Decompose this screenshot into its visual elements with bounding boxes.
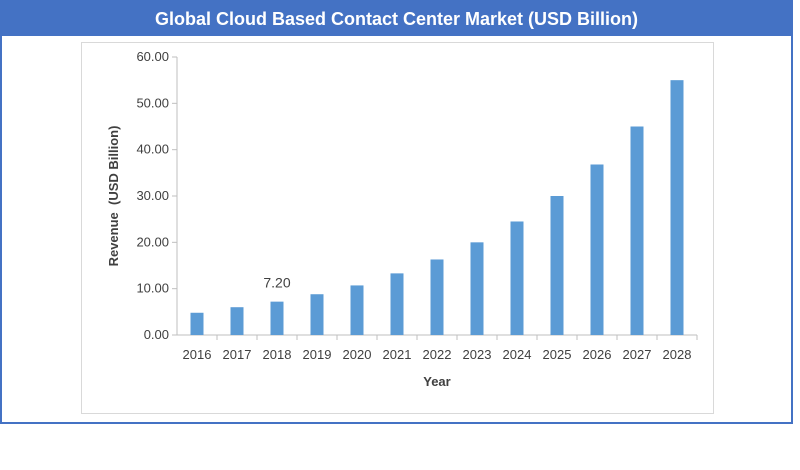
bar-2017: [230, 307, 244, 335]
x-tick-label: 2026: [583, 347, 612, 362]
y-tick-label: 60.00: [136, 49, 169, 64]
y-tick-label: 50.00: [136, 95, 169, 110]
x-tick-label: 2016: [183, 347, 212, 362]
plot-box: [81, 42, 714, 414]
bar-2026: [590, 164, 604, 335]
y-axis-title: Revenue (USD Billion): [106, 126, 121, 267]
data-label-2018: 7.20: [263, 275, 290, 291]
bar-2018: [270, 301, 284, 335]
x-tick-label: 2021: [383, 347, 412, 362]
x-tick-label: 2017: [223, 347, 252, 362]
y-tick-label: 10.00: [136, 281, 169, 296]
x-tick-label: 2025: [543, 347, 572, 362]
x-tick-label: 2028: [663, 347, 692, 362]
x-tick-label: 2022: [423, 347, 452, 362]
bar-2028: [670, 80, 684, 336]
bar-2024: [510, 221, 524, 335]
chart-title: Global Cloud Based Contact Center Market…: [2, 2, 791, 36]
y-tick-label: 30.00: [136, 188, 169, 203]
x-tick-label: 2018: [263, 347, 292, 362]
x-tick-label: 2024: [503, 347, 532, 362]
bar-2021: [390, 273, 404, 335]
bar-2019: [310, 294, 324, 335]
chart-frame: Global Cloud Based Contact Center Market…: [0, 0, 793, 424]
bar-2016: [190, 312, 204, 335]
bar-2027: [630, 126, 644, 335]
x-axis-title: Year: [423, 374, 450, 389]
x-tick-label: 2020: [343, 347, 372, 362]
bar-2025: [550, 196, 564, 335]
bar-2020: [350, 285, 364, 335]
x-tick-label: 2023: [463, 347, 492, 362]
x-tick-label: 2019: [303, 347, 332, 362]
y-tick-label: 40.00: [136, 142, 169, 157]
y-tick-label: 0.00: [144, 327, 169, 342]
bar-2022: [430, 259, 444, 335]
x-tick-label: 2027: [623, 347, 652, 362]
bar-2023: [470, 242, 484, 335]
y-tick-label: 20.00: [136, 234, 169, 249]
